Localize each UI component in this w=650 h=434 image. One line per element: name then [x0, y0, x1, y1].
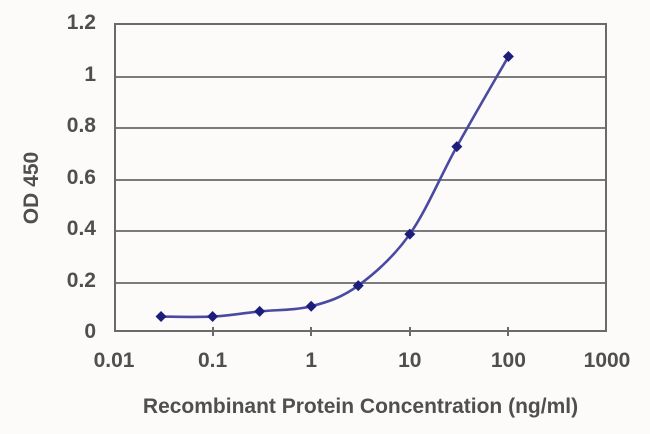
data-point-marker-0.03 [155, 311, 167, 323]
x-tick-label-100: 100 [490, 349, 526, 372]
x-tick-label-10: 10 [398, 349, 422, 372]
x-tick-label-1: 1 [305, 349, 318, 372]
x-tick-mark-1 [310, 327, 313, 336]
curve-line [160, 55, 510, 319]
y-tick-label-1.2: 1.2 [66, 11, 96, 34]
x-axis-title: Recombinant Protein Concentration (ng/ml… [142, 395, 579, 418]
data-point-marker-100 [502, 50, 514, 62]
gridline-y-1 [116, 75, 605, 78]
y-tick-label-0.4: 0.4 [66, 217, 96, 240]
gridline-y-0.4 [116, 230, 605, 232]
gridline-y-0.6 [116, 178, 605, 181]
x-tick-mark-10 [408, 327, 411, 336]
data-point-marker-0.3 [254, 305, 266, 317]
data-point-marker-0.1 [207, 311, 219, 323]
x-tick-label-0.1: 0.1 [197, 349, 228, 372]
x-tick-mark-0.1 [211, 327, 214, 336]
data-point-marker-3 [352, 280, 364, 292]
x-tick-mark-100 [507, 327, 510, 336]
y-tick-label-0: 0 [84, 320, 96, 343]
y-tick-label-0.8: 0.8 [66, 114, 96, 137]
y-tick-label-1: 1 [84, 62, 96, 86]
data-point-marker-1 [305, 300, 317, 312]
x-tick-label-1000: 1000 [583, 349, 631, 372]
data-point-marker-10 [404, 228, 416, 240]
gridline-y-0.8 [116, 127, 605, 129]
y-tick-label-0.2: 0.2 [66, 268, 96, 292]
x-tick-label-0.01: 0.01 [93, 349, 135, 372]
y-tick-label-0.6: 0.6 [66, 165, 96, 189]
data-point-marker-30 [451, 141, 463, 153]
